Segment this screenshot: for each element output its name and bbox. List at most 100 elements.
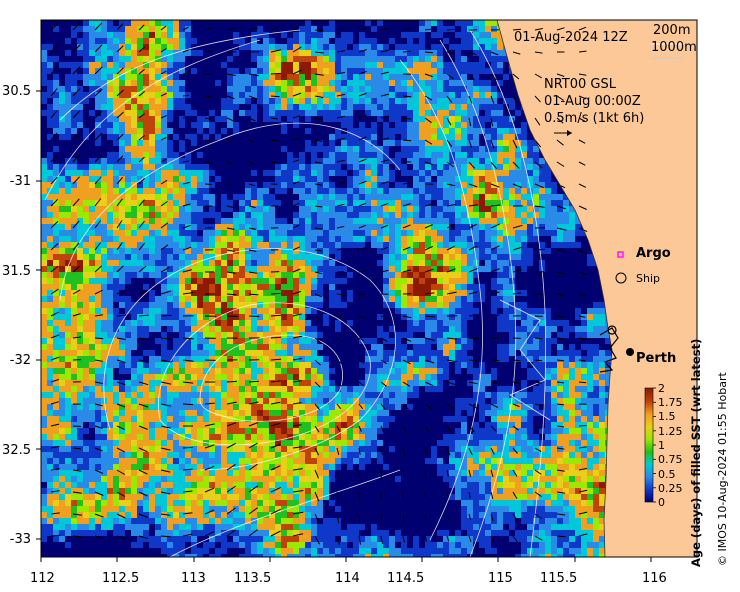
sst-pixel: [389, 230, 396, 237]
sst-pixel: [83, 74, 90, 81]
sst-pixel: [287, 50, 294, 57]
sst-pixel: [353, 116, 360, 123]
sst-pixel: [269, 122, 276, 129]
sst-pixel: [323, 26, 330, 33]
sst-pixel: [149, 128, 156, 135]
sst-pixel: [347, 134, 354, 141]
sst-pixel: [203, 158, 210, 165]
sst-pixel: [269, 62, 276, 69]
sst-pixel: [341, 38, 348, 45]
sst-pixel: [545, 224, 552, 231]
sst-pixel: [185, 218, 192, 225]
sst-pixel: [275, 98, 282, 105]
sst-pixel: [239, 128, 246, 135]
sst-pixel: [239, 278, 246, 285]
sst-pixel: [461, 158, 468, 165]
sst-pixel: [515, 218, 522, 225]
sst-pixel: [173, 98, 180, 105]
sst-pixel: [47, 260, 54, 267]
sst-pixel: [341, 242, 348, 249]
sst-pixel: [359, 212, 366, 219]
sst-pixel: [335, 260, 342, 267]
sst-pixel: [53, 134, 60, 141]
sst-pixel: [509, 206, 516, 213]
sst-pixel: [407, 278, 414, 285]
sst-pixel: [275, 164, 282, 171]
sst-pixel: [155, 224, 162, 231]
sst-pixel: [425, 164, 432, 171]
sst-pixel: [275, 254, 282, 261]
sst-pixel: [551, 236, 558, 243]
sst-pixel: [449, 44, 456, 51]
sst-pixel: [221, 212, 228, 219]
sst-pixel: [329, 176, 336, 183]
sst-pixel: [197, 278, 204, 285]
sst-pixel: [359, 194, 366, 201]
sst-pixel: [317, 50, 324, 57]
sst-pixel: [173, 92, 180, 99]
sst-pixel: [293, 26, 300, 33]
sst-pixel: [185, 188, 192, 195]
sst-pixel: [419, 230, 426, 237]
sst-pixel: [143, 80, 150, 87]
sst-pixel: [263, 104, 270, 111]
sst-pixel: [467, 176, 474, 183]
sst-pixel: [293, 20, 300, 27]
sst-pixel: [245, 68, 252, 75]
sst-pixel: [299, 50, 306, 57]
sst-pixel: [437, 206, 444, 213]
sst-pixel: [263, 68, 270, 75]
sst-pixel: [245, 158, 252, 165]
sst-pixel: [125, 188, 132, 195]
sst-pixel: [503, 218, 510, 225]
sst-pixel: [149, 212, 156, 219]
sst-pixel: [485, 284, 492, 291]
sst-pixel: [539, 170, 546, 177]
sst-pixel: [377, 92, 384, 99]
sst-pixel: [311, 50, 318, 57]
sst-pixel: [197, 140, 204, 147]
sst-pixel: [83, 248, 90, 255]
sst-pixel: [377, 152, 384, 159]
sst-pixel: [149, 266, 156, 273]
sst-pixel: [389, 32, 396, 39]
sst-pixel: [515, 248, 522, 255]
sst-pixel: [239, 206, 246, 213]
sst-pixel: [449, 38, 456, 45]
sst-pixel: [371, 134, 378, 141]
sst-pixel: [65, 278, 72, 285]
sst-pixel: [329, 68, 336, 75]
sst-pixel: [467, 194, 474, 201]
sst-pixel: [221, 272, 228, 279]
sst-pixel: [287, 290, 294, 297]
sst-pixel: [329, 212, 336, 219]
sst-pixel: [299, 236, 306, 243]
sst-pixel: [215, 74, 222, 81]
sst-pixel: [41, 26, 48, 33]
sst-pixel: [347, 74, 354, 81]
sst-pixel: [395, 170, 402, 177]
sst-pixel: [71, 254, 78, 261]
sst-pixel: [149, 290, 156, 297]
sst-pixel: [125, 74, 132, 81]
sst-pixel: [407, 44, 414, 51]
sst-pixel: [197, 116, 204, 123]
sst-pixel: [251, 224, 258, 231]
sst-pixel: [275, 230, 282, 237]
sst-pixel: [407, 188, 414, 195]
sst-pixel: [347, 200, 354, 207]
sst-pixel: [101, 20, 108, 27]
sst-pixel: [515, 278, 522, 285]
sst-pixel: [419, 134, 426, 141]
sst-pixel: [341, 266, 348, 273]
sst-pixel: [539, 182, 546, 189]
sst-pixel: [377, 158, 384, 165]
sst-pixel: [239, 260, 246, 267]
sst-pixel: [281, 26, 288, 33]
sst-pixel: [209, 188, 216, 195]
sst-pixel: [389, 272, 396, 279]
sst-pixel: [419, 266, 426, 273]
sst-pixel: [95, 80, 102, 87]
sst-pixel: [461, 218, 468, 225]
sst-pixel: [353, 272, 360, 279]
